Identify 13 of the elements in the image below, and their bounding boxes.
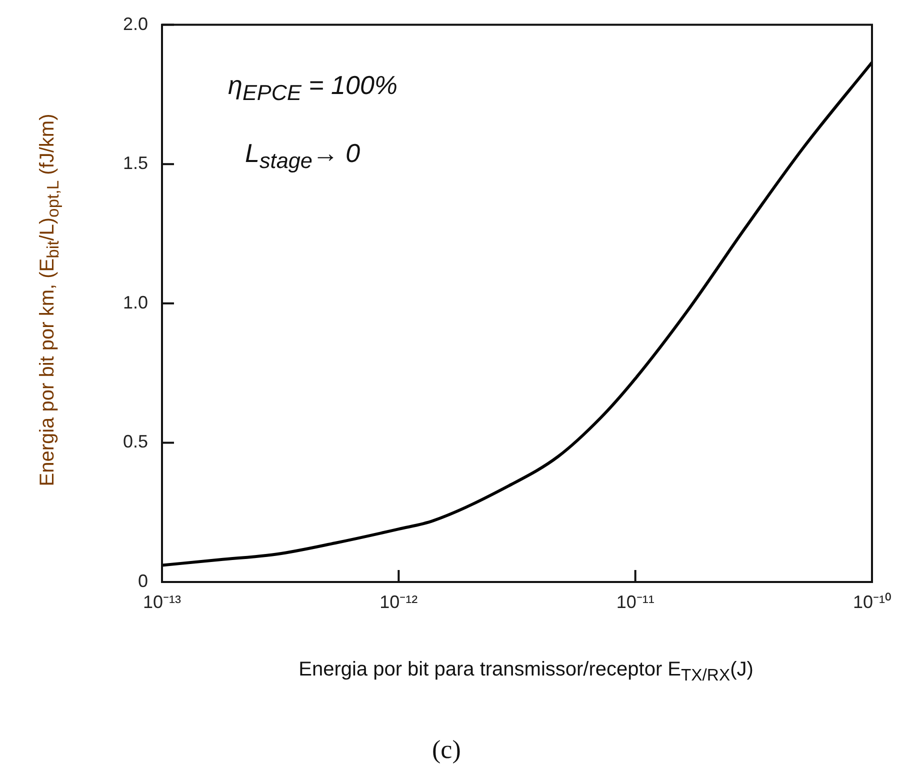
text: (c): [432, 735, 461, 765]
x-tick-label: 10⁻¹³: [142, 592, 182, 612]
y-tick-label: 0.5: [122, 432, 148, 452]
x-axis-title: Energia por bit para transmissor/receptor E$_{TX/RX}$(J): [298, 658, 754, 686]
annotation: L$_{stage}$→ 0: [245, 138, 360, 174]
y-tick-label: 1.5: [122, 153, 148, 174]
y-tick-label: 2.0: [122, 14, 148, 34]
y-tick-label: 1.0: [122, 292, 148, 312]
annotation: η$_{EPCE}$ = 100%: [228, 70, 398, 106]
x-tick-label: 10⁻¹¹: [616, 592, 654, 612]
x-tick-label: 10⁻¹²: [380, 592, 418, 612]
x-tick-label: 10⁻¹⁰: [852, 592, 891, 612]
y-tick-label: 0: [138, 570, 148, 591]
